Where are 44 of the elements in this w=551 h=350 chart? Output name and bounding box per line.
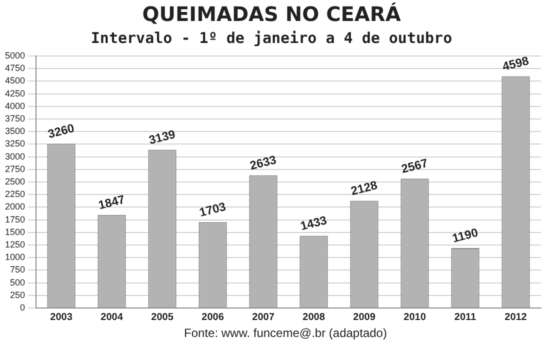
chart-subtitle: Intervalo - 1º de janeiro a 4 de outubro [90,28,452,47]
y-tick-label: 1250 [4,239,26,250]
y-tick-label: 1750 [4,214,26,224]
x-tick-label: 2008 [302,312,326,323]
data-label: 1703 [198,199,228,220]
y-tick-label: 500 [10,277,26,288]
data-label: 2128 [349,178,380,198]
y-tick-label: 2000 [4,202,26,212]
y-tick-label: 250 [10,290,26,300]
y-tick-label: 2250 [4,189,26,200]
data-label: 3139 [147,126,178,148]
x-tick-label: 2003 [50,312,73,323]
x-tick-label: 2010 [404,312,426,323]
y-tick-label: 4250 [4,88,26,98]
x-tick-label: 2009 [353,312,376,323]
y-tick-label: 3500 [4,126,26,136]
x-tick-label: 2005 [151,312,174,323]
data-label: 1847 [96,192,127,212]
x-tick-label: 2006 [202,312,224,323]
y-tick-label: 2500 [4,176,26,186]
data-label: 2567 [400,156,430,176]
y-tick-label: 3250 [4,138,26,149]
y-tick-label: 4500 [4,76,26,86]
data-label: 1433 [298,212,329,234]
x-tick-label: 2004 [100,312,124,323]
data-label: 3260 [46,120,76,142]
x-tick-label: 2012 [504,312,528,323]
x-tick-label: 2011 [454,312,477,323]
y-tick-label: 0 [20,302,26,312]
chart-title: QUEIMADAS NO CEARÁ [142,2,402,26]
data-label: 4598 [500,53,531,74]
y-tick-label: 1500 [4,226,26,237]
y-tick-label: 4000 [4,100,26,111]
y-tick-label: 1000 [4,252,26,262]
y-tick-label: 750 [10,264,26,275]
y-tick-label: 2750 [4,164,26,174]
y-tick-label: 3000 [4,151,26,162]
y-tick-label: 5000 [4,50,26,60]
data-label: 2633 [248,152,278,173]
x-tick-label: 2007 [252,312,275,323]
y-tick-label: 4750 [4,63,26,74]
data-label: 1190 [450,225,480,246]
y-tick-label: 3750 [4,113,26,124]
source-note: Fonte: www. funceme@.br (adaptado) [183,326,388,340]
